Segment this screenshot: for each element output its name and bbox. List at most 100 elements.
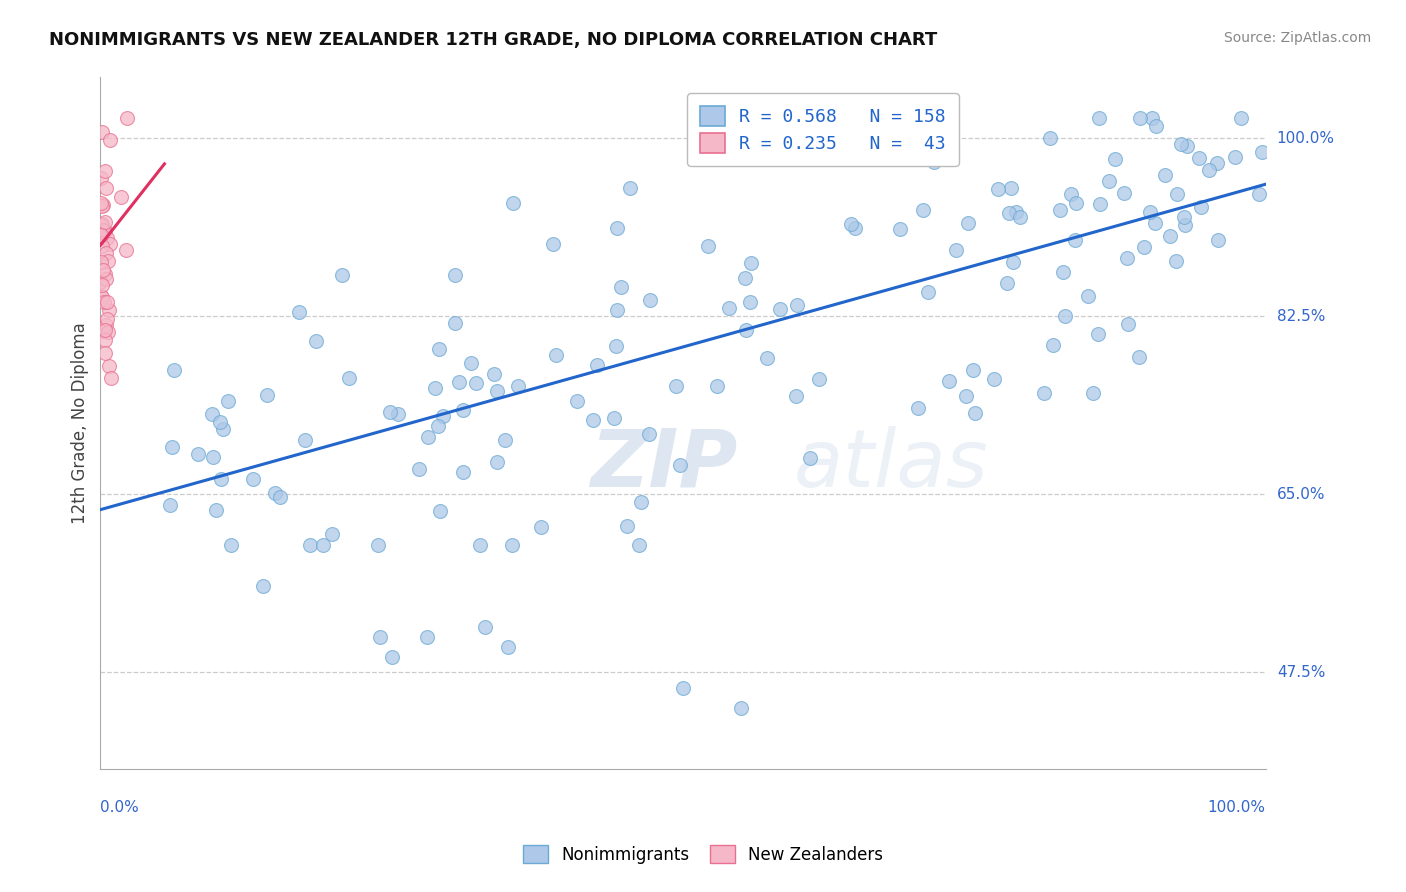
Point (90, 196, 112, 211)
Point (367, 538, 389, 552)
Point (91, 222, 114, 236)
Point (606, 220, 628, 235)
Point (1164, 254, 1187, 268)
Point (93, 163, 115, 178)
Point (799, 451, 821, 466)
Point (1188, 151, 1211, 165)
Point (96, 295, 118, 310)
Text: Source: ZipAtlas.com: Source: ZipAtlas.com (1223, 31, 1371, 45)
Point (501, 538, 523, 552)
Point (91, 217, 114, 231)
Point (451, 402, 474, 417)
Point (337, 370, 360, 384)
Point (1098, 174, 1121, 188)
Point (100, 371, 122, 385)
Point (91, 290, 114, 304)
Point (962, 362, 984, 376)
Point (1063, 233, 1085, 247)
Point (1189, 200, 1212, 214)
Point (208, 415, 231, 429)
Point (93, 294, 115, 309)
Point (90, 289, 112, 303)
Point (785, 389, 807, 403)
Point (1042, 337, 1064, 351)
Point (1144, 120, 1167, 134)
Point (1142, 111, 1164, 125)
Point (1112, 186, 1135, 200)
Point (664, 379, 686, 393)
Text: NONIMMIGRANTS VS NEW ZEALANDER 12TH GRADE, NO DIPLOMA CORRELATION CHART: NONIMMIGRANTS VS NEW ZEALANDER 12TH GRAD… (49, 31, 938, 49)
Point (387, 407, 409, 421)
Point (696, 239, 718, 253)
Point (98, 133, 121, 147)
Point (1143, 216, 1166, 230)
Point (508, 379, 530, 393)
Point (115, 243, 138, 257)
Point (423, 381, 446, 395)
Point (443, 316, 465, 330)
Point (416, 430, 439, 444)
Point (603, 411, 626, 425)
Point (502, 195, 524, 210)
Point (209, 472, 232, 486)
Point (582, 413, 605, 427)
Point (256, 388, 278, 402)
Point (1198, 163, 1220, 178)
Y-axis label: 12th Grade, No Diploma: 12th Grade, No Diploma (72, 322, 89, 524)
Point (997, 277, 1019, 291)
Point (447, 375, 470, 389)
Point (637, 427, 659, 442)
Text: 100.0%: 100.0% (1277, 131, 1334, 146)
Point (321, 527, 343, 541)
Point (288, 305, 311, 319)
Point (429, 342, 451, 356)
Point (294, 434, 316, 448)
Point (98, 237, 121, 252)
Point (453, 466, 475, 480)
Point (938, 374, 960, 388)
Point (90, 238, 112, 252)
Point (917, 285, 939, 299)
Point (201, 450, 224, 465)
Point (586, 359, 609, 373)
Point (1116, 317, 1139, 331)
Point (987, 182, 1010, 196)
Point (1088, 111, 1111, 125)
Point (1208, 233, 1230, 247)
Point (546, 348, 568, 362)
Point (912, 202, 935, 217)
Point (163, 362, 186, 376)
Point (922, 155, 945, 169)
Point (474, 619, 496, 633)
Point (304, 334, 326, 349)
Point (606, 303, 628, 318)
Point (94, 181, 117, 195)
Point (1104, 153, 1126, 167)
Point (1090, 197, 1112, 211)
Point (212, 422, 235, 436)
Point (1206, 156, 1229, 170)
Text: 82.5%: 82.5% (1277, 309, 1324, 324)
Point (432, 409, 454, 424)
Point (115, 111, 138, 125)
Point (482, 367, 505, 381)
Point (496, 640, 519, 654)
Point (90, 199, 112, 213)
Point (530, 520, 553, 534)
Point (769, 302, 792, 317)
Point (94, 215, 117, 229)
Point (264, 486, 287, 500)
Point (997, 206, 1019, 220)
Point (807, 372, 830, 386)
Point (468, 538, 491, 552)
Point (1128, 350, 1150, 364)
Point (159, 498, 181, 512)
Point (1059, 186, 1081, 201)
Point (717, 301, 740, 315)
Point (672, 681, 695, 695)
Point (298, 538, 321, 552)
Point (1032, 385, 1054, 400)
Point (444, 268, 467, 283)
Point (90, 218, 112, 232)
Point (839, 218, 862, 232)
